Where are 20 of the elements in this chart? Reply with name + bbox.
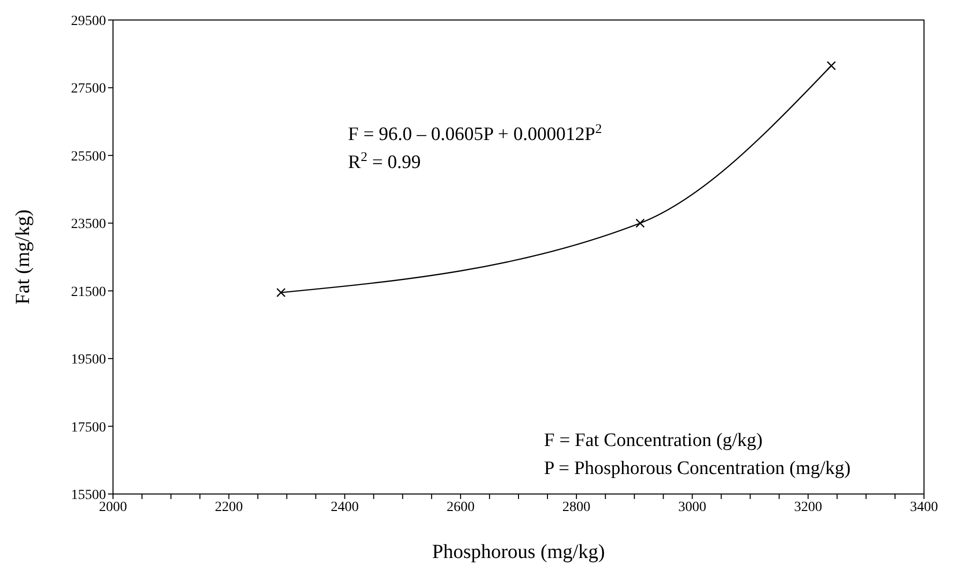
annotation: R$^{2}$ = 0.99 [348,148,421,173]
y-tick-label: 29500 [71,14,106,29]
x-tick-label: 2200 [214,500,243,515]
y-tick-label: 27500 [71,82,106,97]
annotation: F = Fat Concentration (g/kg) [544,430,763,451]
x-axis-title: Phosphorous (mg/kg) [432,541,605,563]
y-tick-label: 19500 [71,352,106,368]
y-tick-label: 25500 [71,149,106,164]
x-tick-label: 3000 [678,500,706,515]
x-tick-label: 2600 [446,500,475,515]
y-tick-label: 17500 [71,420,106,436]
x-tick-label: 2400 [330,500,359,515]
x-tick-label: 2800 [562,500,590,515]
x-tick-label: 3200 [794,500,822,515]
x-tick-label: 3400 [910,500,938,515]
annotation: F = 96.0 – 0.0605P + 0.000012P$^{2}$ [348,120,602,145]
annotation: P = Phosphorous Concentration (mg/kg) [544,458,851,479]
y-axis-title: Fat (mg/kg) [12,210,34,304]
y-tick-label: 23500 [71,217,106,232]
y-tick-label: 21500 [71,284,106,300]
